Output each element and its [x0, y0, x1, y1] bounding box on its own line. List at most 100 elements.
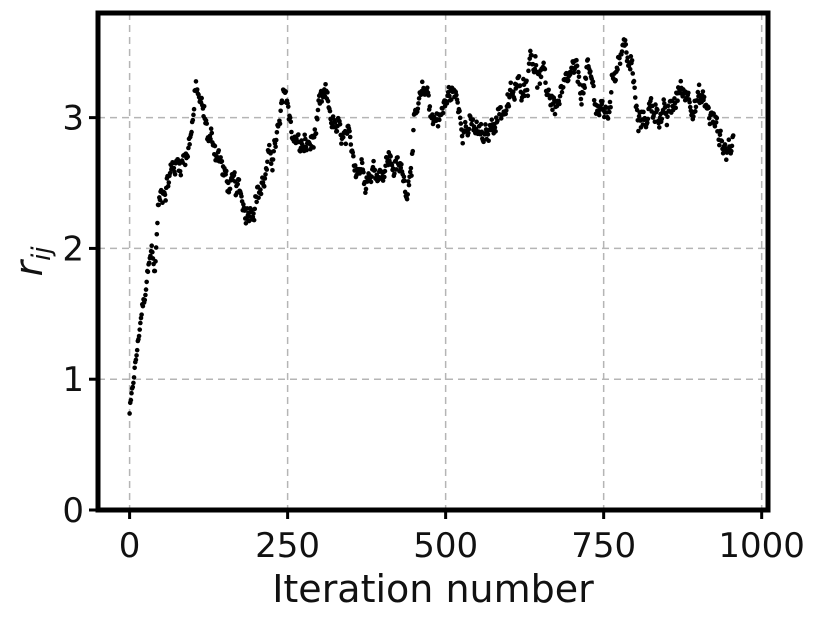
data-point	[235, 181, 240, 187]
data-point	[706, 105, 711, 111]
data-point	[483, 122, 488, 127]
data-point	[717, 142, 722, 148]
data-point	[199, 95, 204, 101]
data-point	[369, 174, 374, 179]
data-point	[227, 186, 233, 192]
data-point	[695, 89, 701, 95]
data-point	[617, 55, 622, 61]
data-point	[137, 327, 143, 332]
data-point	[503, 111, 508, 117]
data-point	[579, 102, 584, 107]
data-point	[447, 93, 452, 99]
data-point	[351, 153, 356, 159]
y-tick-label: 0	[62, 491, 84, 531]
data-point	[258, 187, 263, 192]
data-point	[261, 184, 267, 189]
data-point	[466, 126, 472, 132]
data-point	[368, 179, 374, 185]
data-point	[252, 206, 258, 212]
data-point	[678, 78, 684, 84]
data-point	[302, 132, 307, 138]
data-point	[155, 220, 160, 226]
data-point	[623, 42, 629, 47]
data-point	[659, 116, 665, 122]
data-point	[557, 93, 563, 99]
data-point	[411, 127, 416, 133]
data-point	[372, 167, 378, 173]
data-point	[283, 89, 289, 94]
data-point	[156, 202, 161, 208]
data-point	[463, 124, 469, 129]
data-point	[132, 365, 137, 371]
axes: 0 250 500 750 1000 0 1 2 3	[62, 10, 805, 566]
data-point	[673, 105, 679, 111]
data-point	[296, 132, 301, 137]
data-point	[330, 114, 336, 119]
data-point	[327, 108, 333, 114]
data-point	[425, 85, 430, 91]
data-point	[190, 117, 196, 123]
data-point	[504, 108, 509, 113]
data-point	[686, 90, 691, 96]
data-point	[130, 384, 136, 390]
data-point	[144, 279, 149, 285]
data-point	[655, 107, 660, 113]
data-point	[730, 133, 736, 138]
data-point	[408, 165, 414, 171]
data-point	[273, 137, 279, 143]
data-point	[574, 63, 580, 69]
data-point	[382, 174, 387, 180]
data-point	[495, 118, 500, 124]
data-point	[152, 268, 158, 274]
grid	[98, 13, 768, 510]
y-axis-label-base: r	[7, 259, 51, 277]
data-point	[343, 141, 349, 147]
data-point	[557, 101, 562, 107]
data-point	[701, 94, 707, 100]
data-point	[273, 144, 278, 150]
data-point	[713, 120, 719, 125]
data-point	[347, 128, 352, 134]
data-point	[726, 137, 732, 142]
data-point	[543, 80, 548, 85]
data-point	[444, 101, 450, 106]
data-point	[149, 243, 155, 248]
data-point	[153, 259, 158, 264]
data-point	[656, 125, 662, 130]
data-point	[348, 142, 354, 147]
data-point	[325, 90, 330, 95]
data-point	[729, 148, 734, 154]
data-point	[325, 98, 331, 104]
data-point	[406, 182, 412, 188]
data-point	[263, 172, 268, 177]
data-point	[239, 194, 244, 199]
data-point	[405, 192, 411, 197]
data-point	[189, 129, 194, 135]
data-point	[691, 114, 696, 119]
data-point	[216, 148, 222, 153]
data-point	[209, 130, 215, 136]
data-point	[546, 87, 551, 93]
data-point	[128, 397, 134, 403]
data-point	[719, 138, 725, 144]
data-point	[258, 191, 264, 197]
data-point	[171, 165, 177, 171]
data-point	[627, 66, 633, 72]
data-point	[297, 148, 303, 154]
data-point	[449, 97, 454, 102]
data-point	[204, 121, 210, 126]
data-point	[644, 120, 650, 126]
data-point	[538, 74, 544, 80]
data-point	[304, 147, 309, 153]
data-point	[262, 176, 268, 181]
y-tick-label: 2	[62, 229, 84, 269]
data-point	[700, 89, 706, 94]
data-point	[516, 73, 522, 79]
data-point	[162, 192, 168, 198]
data-point	[578, 96, 584, 102]
data-point	[512, 97, 517, 102]
data-point	[712, 123, 718, 129]
data-point	[419, 79, 425, 85]
data-point	[624, 50, 629, 55]
data-point	[533, 63, 539, 68]
